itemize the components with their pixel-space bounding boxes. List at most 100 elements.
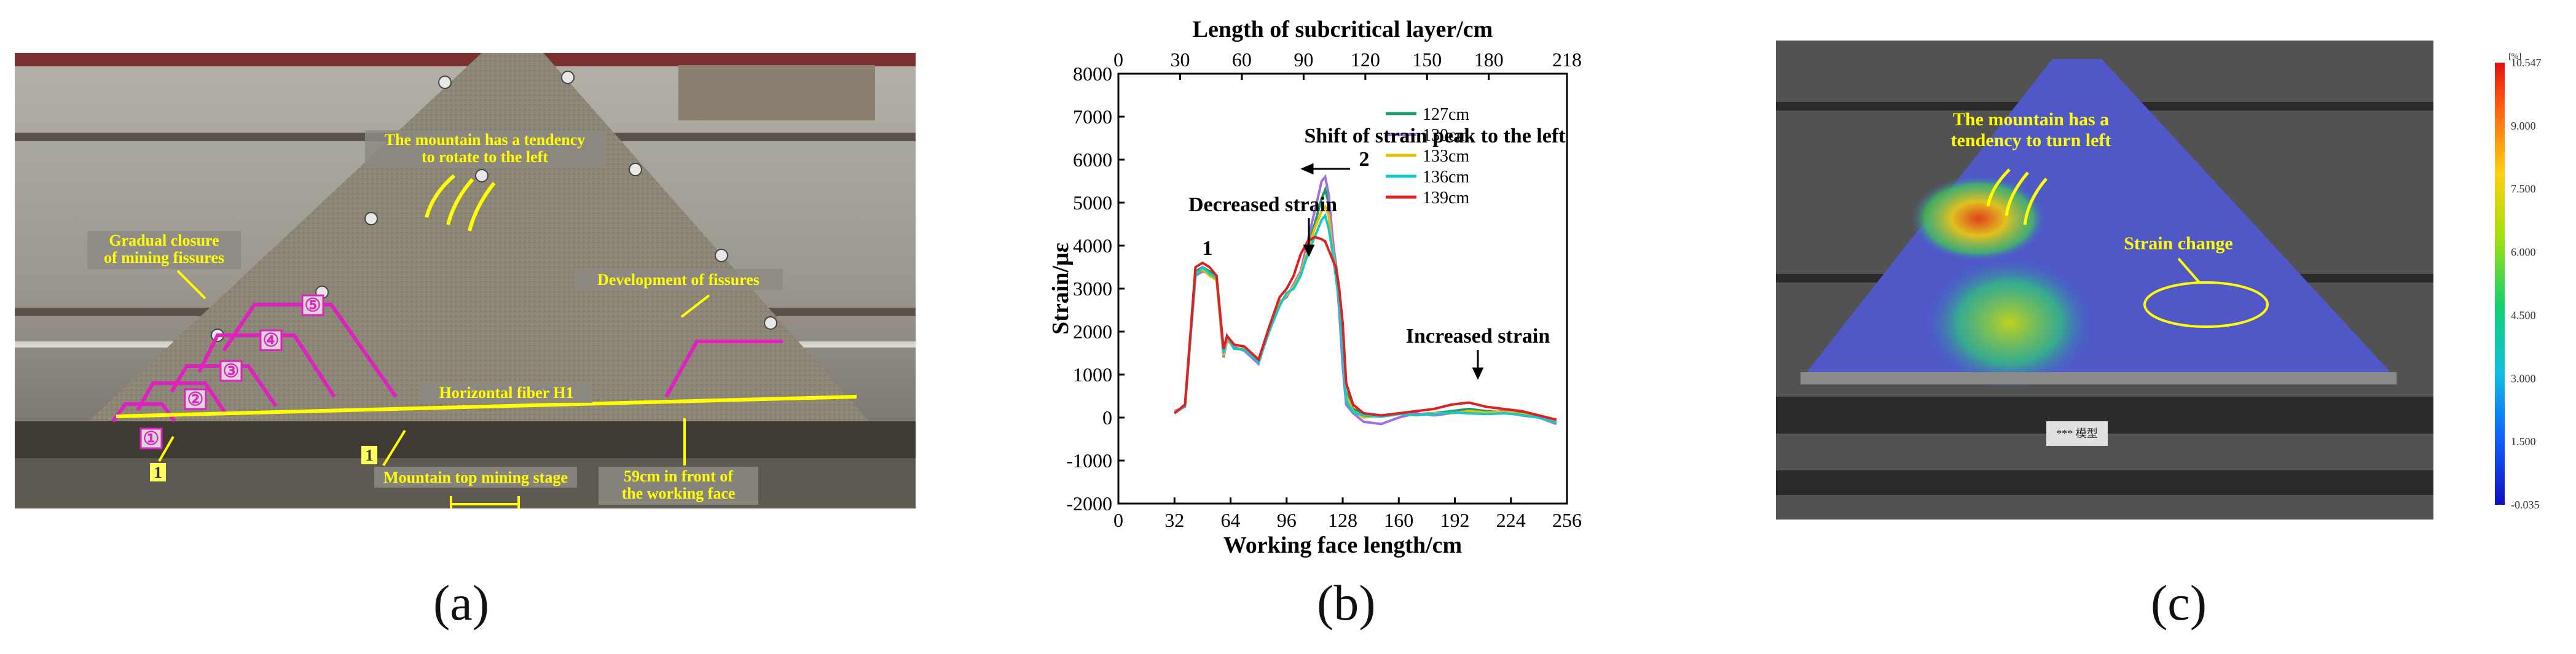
annotation-front-line1: 59cm in front of xyxy=(624,467,733,485)
annotation-turn-line2: tendency to turn left xyxy=(1951,130,2111,150)
colorbar-tick-label: 4.500 xyxy=(2511,309,2536,321)
stage-label-1: ① xyxy=(143,429,160,449)
colorbar-tick-label: 9.000 xyxy=(2511,120,2536,132)
y-tick-label: -2000 xyxy=(1066,492,1112,515)
x-tick-label: 32 xyxy=(1164,509,1184,531)
annotation-increased: Increased strain xyxy=(1406,325,1550,348)
annotation-rotate-line2: to rotate to the left xyxy=(422,148,548,166)
x2-axis: 0 30 60 90 120 150 180 218 xyxy=(1113,49,1582,80)
legend-label: 139cm xyxy=(1423,189,1469,208)
strain-chart: -2000-1000010002000300040005000600070008… xyxy=(1048,17,1582,558)
x-axis-label: Working face length/cm xyxy=(1223,532,1462,558)
y-tick-label: 1000 xyxy=(1073,364,1112,386)
model-photo: ① ② ③ ④ ⑤ 1 1 xyxy=(15,53,916,508)
y-tick-label: 5000 xyxy=(1073,192,1112,214)
x-tick-label: 192 xyxy=(1440,509,1470,531)
annotation-development: Development of fissures xyxy=(597,271,760,289)
colorbar-tick-label: -0.035 xyxy=(2511,499,2540,511)
annotation-arrows xyxy=(1300,163,1484,380)
x2-tick-label: 218 xyxy=(1552,49,1582,71)
y-tick-label: 4000 xyxy=(1073,235,1112,257)
mining-fissures xyxy=(111,303,783,422)
stage-label-3: ③ xyxy=(223,361,240,381)
colorbar-tick-label: 3.000 xyxy=(2511,372,2536,384)
colorbar xyxy=(2495,63,2505,505)
stage-label-2: ② xyxy=(187,389,204,410)
strain-change-arrow xyxy=(2177,257,2201,284)
colorbar-tick-label: 6.000 xyxy=(2511,246,2536,259)
panel-a-model-photo: ① ② ③ ④ ⑤ 1 1 xyxy=(15,53,916,508)
colorbar-tick-label: 1.500 xyxy=(2511,435,2536,448)
x2-tick-label: 90 xyxy=(1294,49,1313,71)
annotation-peak-2: 2 xyxy=(1359,148,1370,171)
annotation-closure-line1: Gradual closure xyxy=(109,232,219,249)
annotation-strain-change: Strain change xyxy=(2124,233,2233,254)
legend-label: 133cm xyxy=(1423,147,1469,166)
caption-a: (a) xyxy=(433,575,490,631)
rotation-arrows xyxy=(425,174,496,232)
annotation-stage: Mountain top mining stage xyxy=(383,469,568,486)
stage-label-5: ⑤ xyxy=(305,295,321,316)
caption-c: (c) xyxy=(2151,575,2207,631)
y-tick-label: 2000 xyxy=(1073,321,1112,343)
x2-tick-label: 30 xyxy=(1170,49,1190,71)
x-tick-label: 160 xyxy=(1384,509,1413,531)
x2-tick-label: 120 xyxy=(1351,49,1380,71)
x-tick-label: 224 xyxy=(1496,509,1526,531)
y-axis-label: Strain/με xyxy=(1048,243,1074,335)
strain-change-ellipse xyxy=(2143,281,2269,328)
annotation-fiber: Horizontal fiber H1 xyxy=(439,384,573,402)
y-tick-label: 8000 xyxy=(1073,63,1112,85)
stage-bracket xyxy=(450,496,520,508)
marker-1-left: 1 xyxy=(154,464,162,481)
stage-label-4: ④ xyxy=(263,330,280,351)
x-tick-label: 256 xyxy=(1552,509,1582,531)
x2-tick-label: 0 xyxy=(1113,49,1123,71)
x-tick-label: 128 xyxy=(1328,509,1357,531)
y-tick-label: 6000 xyxy=(1073,149,1112,171)
x-tick-label: 96 xyxy=(1277,509,1297,531)
marker-1-right: 1 xyxy=(366,446,374,464)
legend-label: 136cm xyxy=(1423,168,1469,187)
x2-tick-label: 60 xyxy=(1232,49,1252,71)
colorbar-unit: [%] xyxy=(2508,52,2521,61)
annotation-peak-1: 1 xyxy=(1203,237,1213,260)
y-axis: -2000 -1000 0 1000 2000 3000 4000 5000 6000 7000 8… xyxy=(1066,63,1125,515)
series-line-139cm xyxy=(1174,235,1557,421)
panel-c-strain-contour: *** 模型 The mountain has a tendency to tu… xyxy=(1776,41,2575,526)
x2-tick-label: 150 xyxy=(1412,49,1442,71)
annotation-arrows xyxy=(158,270,710,467)
frame-top-beam xyxy=(15,53,916,66)
colorbar-tick-label: 7.500 xyxy=(2511,183,2536,195)
y-tick-label: 0 xyxy=(1102,407,1112,429)
x-tick-label: 0 xyxy=(1113,509,1123,531)
series-lines xyxy=(1174,174,1557,426)
caption-b: (b) xyxy=(1317,575,1376,631)
annotation-decreased: Decreased strain xyxy=(1188,193,1337,216)
panel-b-strain-chart: -2000 -1000 0 1000 2000 3000 4000 5000 6000 7000 8… xyxy=(1045,12,1659,565)
annotation-turn-line1: The mountain has a xyxy=(1953,109,2109,130)
plate-label: *** 模型 xyxy=(2056,427,2098,440)
y-tick-label: 3000 xyxy=(1073,278,1112,300)
legend-label: 130cm xyxy=(1423,126,1469,145)
y-tick-label: 7000 xyxy=(1073,106,1112,128)
y-tick-label: -1000 xyxy=(1066,450,1112,472)
x2-axis-label: Length of subcritical layer/cm xyxy=(1193,17,1493,42)
colorbar-tick-label: 10.547 xyxy=(2511,56,2542,69)
model-mountain xyxy=(88,53,869,421)
x-axis: 0 32 64 96 128 160 192 224 256 xyxy=(1113,497,1582,531)
plate-label-box xyxy=(2046,421,2108,446)
x-tick-label: 64 xyxy=(1221,509,1241,531)
horizontal-fiber-line xyxy=(116,395,857,418)
legend-label: 127cm xyxy=(1423,105,1469,124)
x2-tick-label: 180 xyxy=(1474,49,1504,71)
strain-contour-image: *** 模型 The mountain has a tendency to tu… xyxy=(1776,41,2542,520)
background-cabinet xyxy=(678,65,875,120)
annotation-closure-line2: of mining fissures xyxy=(104,249,224,267)
strain-band xyxy=(1923,255,2095,391)
annotation-front-line2: the working face xyxy=(622,485,736,502)
rotation-arrows xyxy=(1986,168,2048,225)
annotation-rotate-line1: The mountain has a tendency xyxy=(385,131,586,149)
colorbar-ticks: 10.547 9.000 7.500 6.000 4.500 3.000 1.500 -0.0… xyxy=(2511,56,2542,511)
legend: 127cm 130cm 133cm 136cm 139cm xyxy=(1386,105,1469,208)
